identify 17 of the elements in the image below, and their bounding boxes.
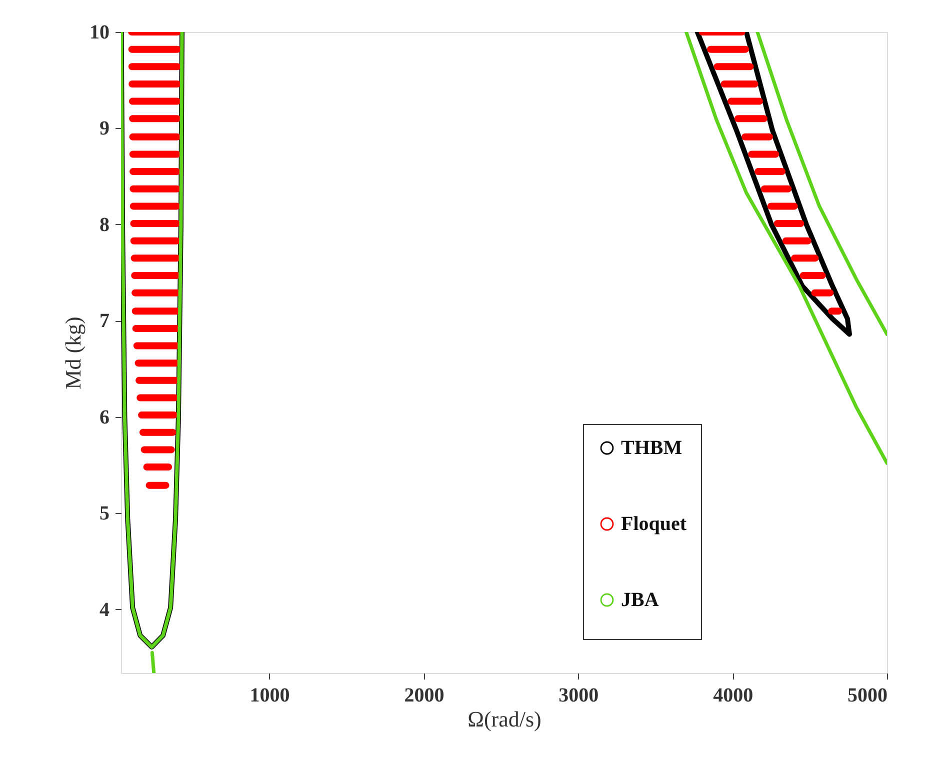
x-tick-label: 1000 bbox=[250, 684, 290, 706]
y-tick-label: 8 bbox=[100, 214, 110, 236]
x-tick-label: 2000 bbox=[404, 684, 444, 706]
y-tick-label: 4 bbox=[100, 598, 110, 621]
x-tick-label: 4000 bbox=[713, 684, 754, 706]
y-tick-label: 10 bbox=[90, 22, 110, 44]
y-axis-title: Md (kg) bbox=[60, 316, 86, 390]
x-axis-title: Ω(rad/s) bbox=[468, 706, 542, 732]
y-tick-label: 5 bbox=[100, 502, 110, 525]
x-tick-label: 5000 bbox=[848, 684, 888, 706]
y-tick-label: 7 bbox=[100, 310, 110, 332]
x-tick-label: 3000 bbox=[558, 684, 599, 706]
legend-label: JBA bbox=[621, 589, 660, 611]
legend-label: THBM bbox=[621, 437, 682, 459]
y-tick-label: 9 bbox=[100, 118, 110, 140]
legend-label: Floquet bbox=[621, 513, 687, 535]
y-tick-label: 6 bbox=[100, 406, 110, 428]
